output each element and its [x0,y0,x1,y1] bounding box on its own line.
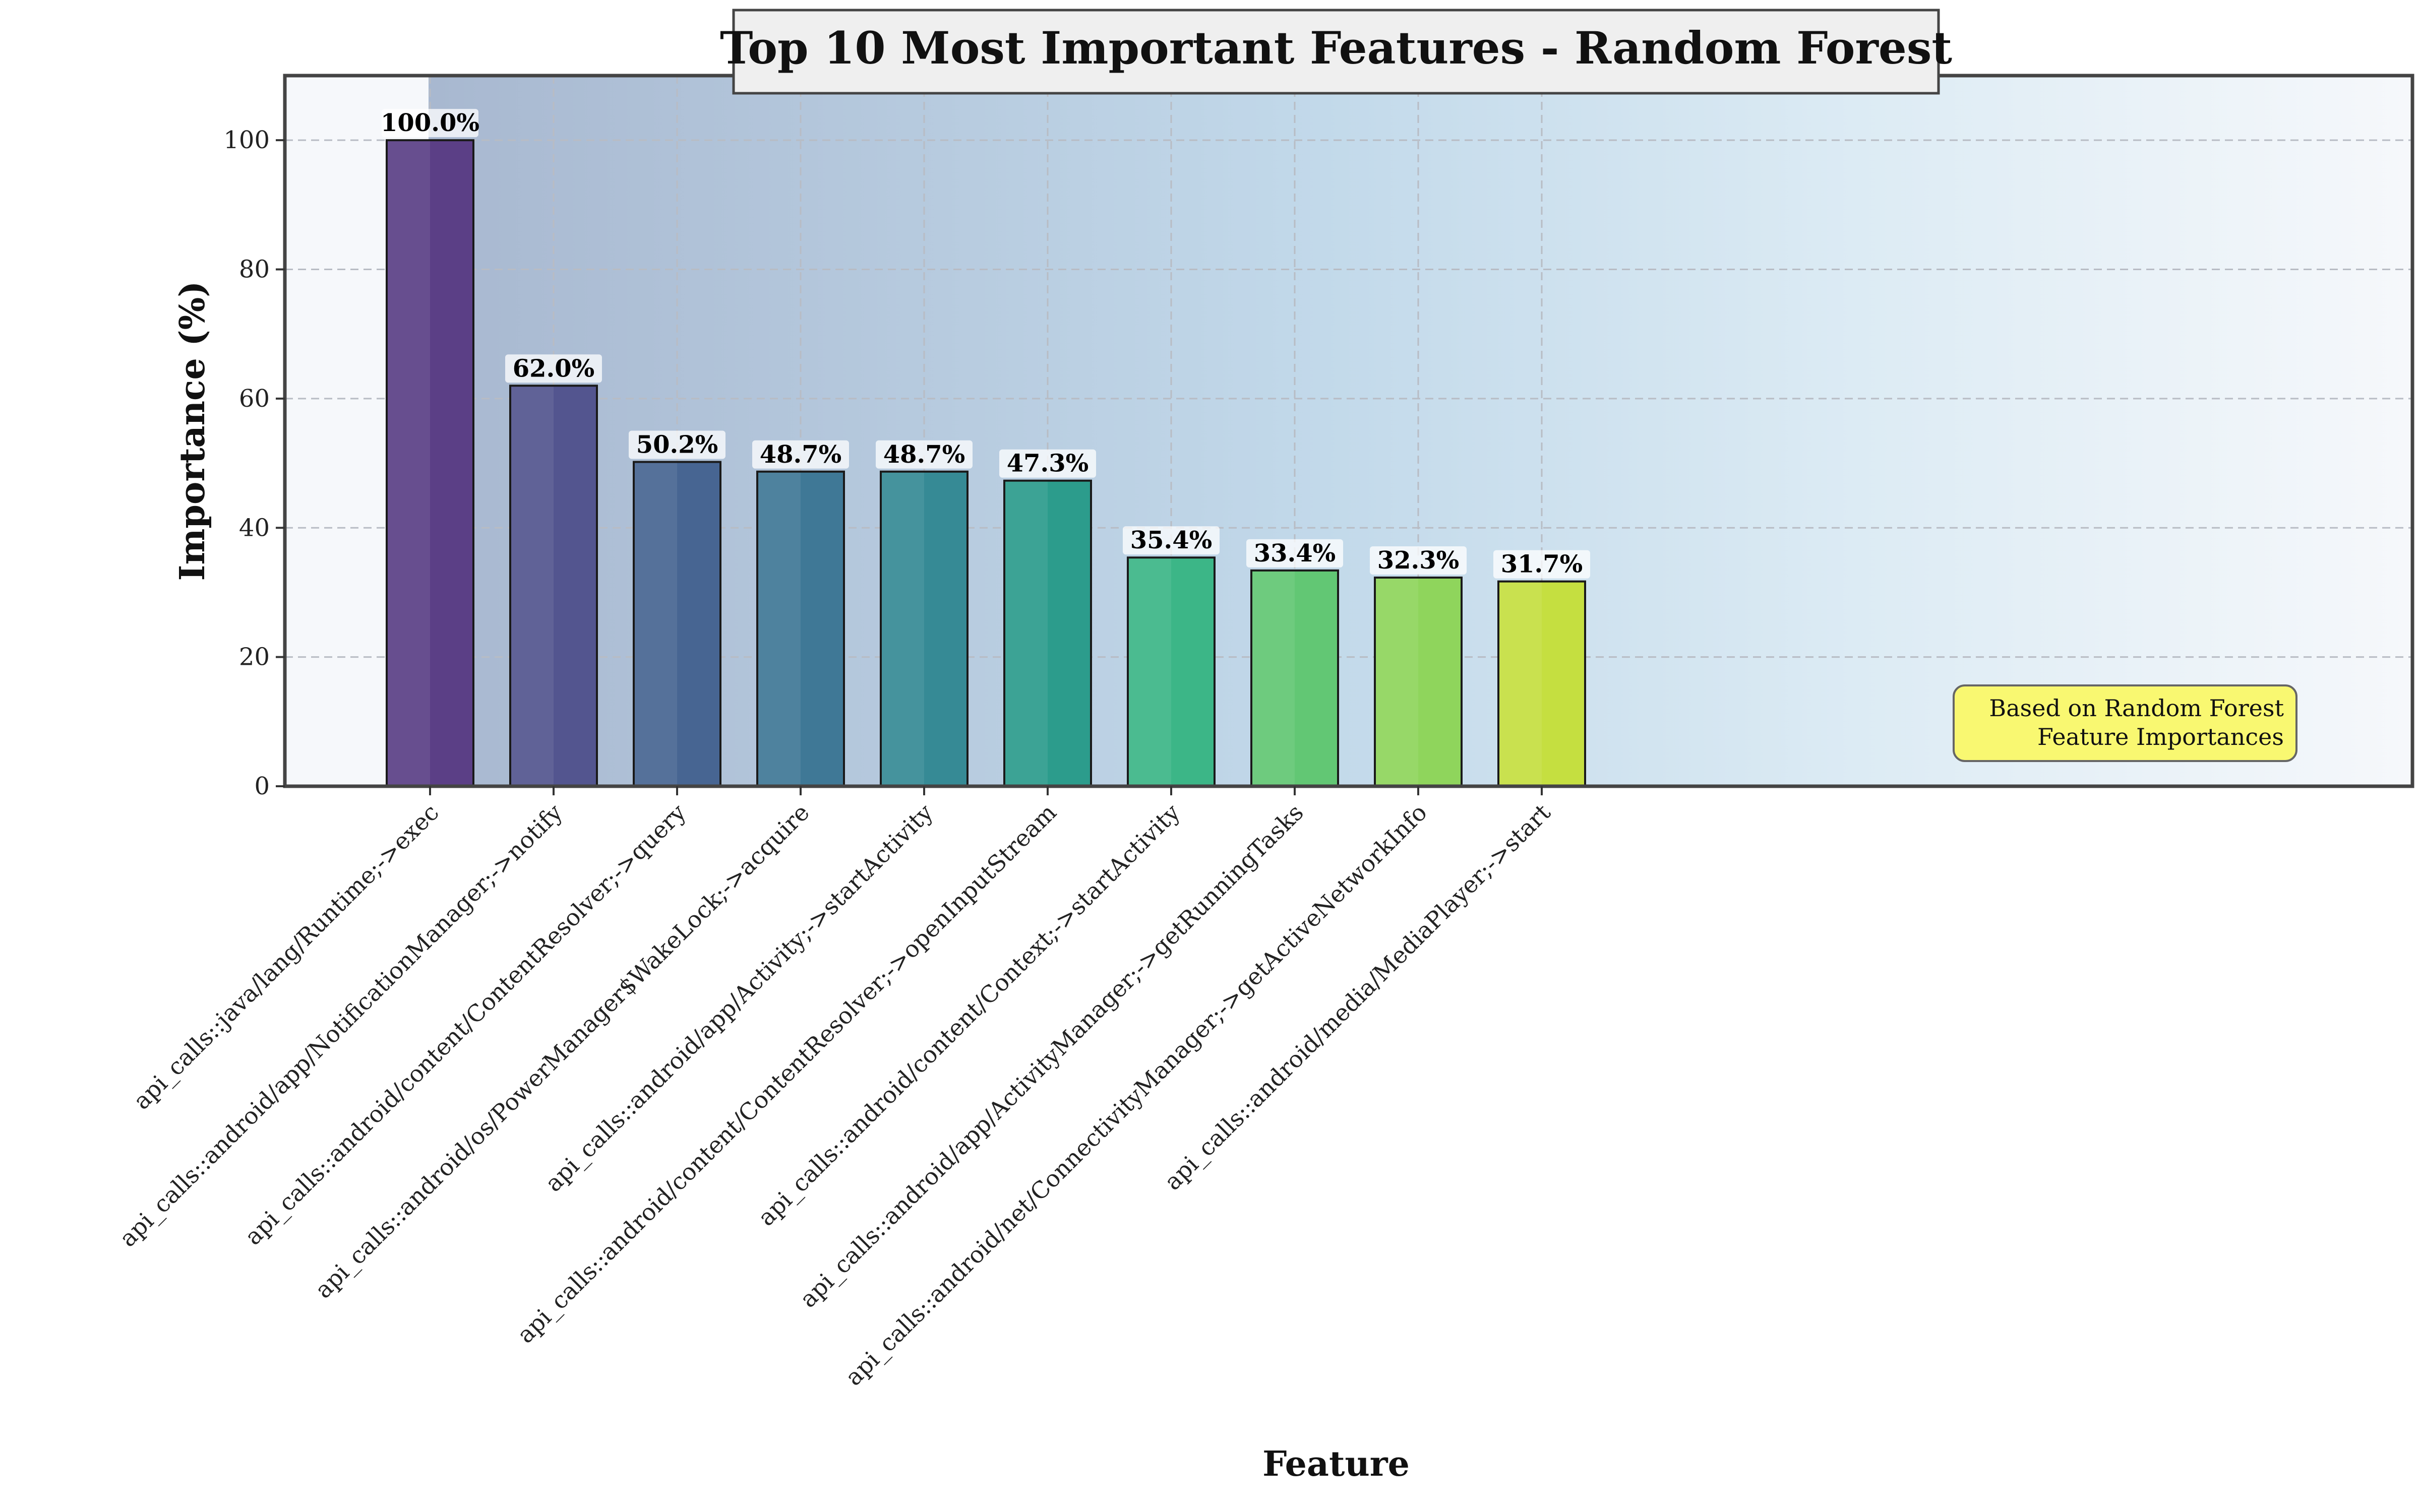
bar [756,470,845,787]
chart-title-box [732,9,1940,95]
bar [1250,569,1339,787]
value-label: 50.2% [636,431,718,459]
value-label: 31.7% [1501,550,1583,579]
x-tick-label: api_calls::android/content/ContentResolv… [239,799,691,1250]
annotation-box: Based on Random Forest Feature Importanc… [1953,684,2297,762]
bar-highlight [635,463,677,785]
value-label-background [382,109,478,138]
x-tick-label: api_calls::android/content/Context;->sta… [753,799,1185,1231]
value-label-background [505,354,602,383]
bar-highlight [758,472,801,785]
bar [1003,479,1092,787]
value-label-background [1370,546,1467,575]
y-tick-label: 60 [239,385,270,413]
y-tick-label: 40 [239,514,270,542]
x-tick-label: api_calls::android/net/ConnectivityManag… [840,799,1432,1391]
x-axis: api_calls::java/lang/Runtime;->execapi_c… [114,786,1556,1391]
bar [633,461,721,787]
y-axis: 0 20 40 60 80 100 [223,126,285,800]
bar-highlight [1129,558,1171,785]
bar-highlight [1376,578,1418,785]
bar [1497,580,1586,788]
chart-title: Top 10 Most Important Features - Random … [720,22,1952,74]
value-label-background [999,449,1096,478]
value-label: 33.4% [1254,539,1336,568]
bar-highlight [1499,582,1542,785]
value-label-background [629,430,725,459]
bar-highlight [1005,481,1048,785]
value-label: 48.7% [760,440,842,469]
annotation-line-1: Based on Random Forest [1989,695,2284,722]
y-tick-label: 0 [254,772,270,800]
bar-highlight [1252,571,1295,785]
value-label: 48.7% [883,440,965,469]
value-label: 62.0% [513,354,595,383]
bar-highlight [388,141,430,785]
value-label-background [1123,526,1220,555]
bar [1374,576,1463,788]
value-label-background [1493,550,1590,579]
bar [386,139,474,788]
value-label: 32.3% [1377,546,1460,575]
value-label-background [876,440,973,469]
x-axis-title: Feature [1262,1444,1410,1484]
value-label-background [1246,539,1343,568]
value-label-background [752,440,849,469]
y-axis-title: Importance (%) [172,281,213,581]
bar-highlight [511,387,554,785]
bar [880,470,969,787]
bar-highlight [882,472,924,785]
value-label: 47.3% [1007,450,1089,478]
annotation-background [1953,684,2297,762]
value-label: 100.0% [381,109,479,137]
bar [1127,556,1216,787]
bar [509,385,598,787]
bars-group: 100.0% 62.0% 50.2% 48.7% 48.7% 47.3% 35.4% 33.4… [381,109,1590,788]
annotation-line-2: Feature Importances [2037,723,2284,750]
x-tick-label: api_calls::android/app/NotificationManag… [114,799,568,1252]
y-tick-label: 80 [239,256,270,284]
value-label: 35.4% [1130,526,1213,554]
y-tick-label: 100 [223,126,270,154]
y-tick-label: 20 [239,643,270,671]
